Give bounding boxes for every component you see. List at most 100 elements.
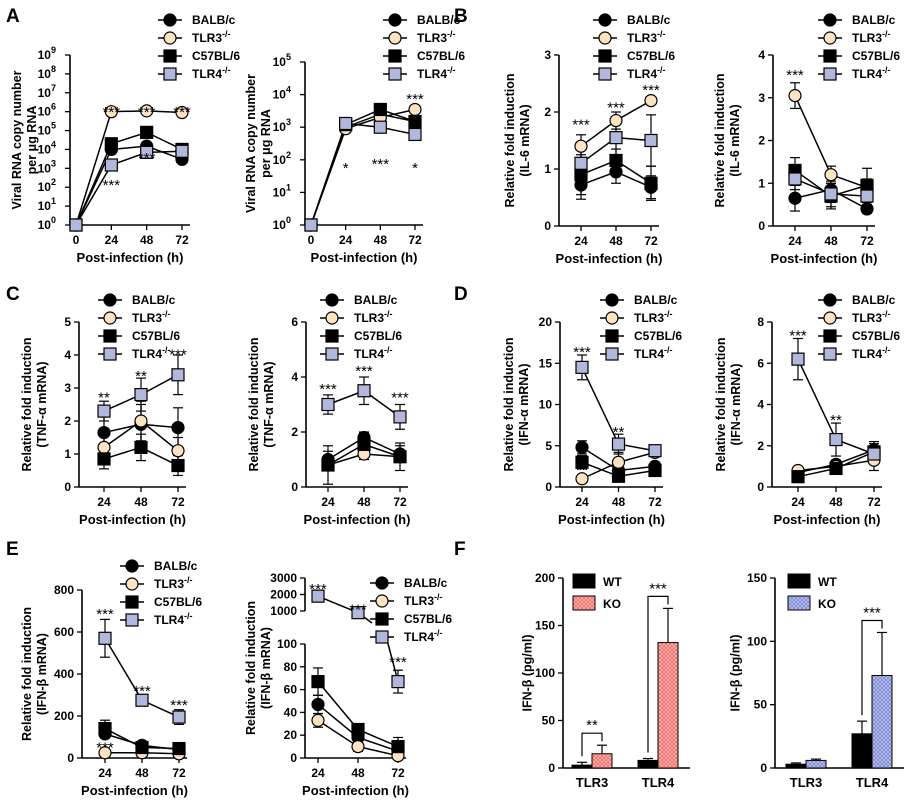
y-tick-label-e2: 100 [277, 637, 297, 651]
point-balb-c [860, 202, 874, 216]
significance-mark: ** [576, 462, 588, 479]
significance-mark: *** [573, 344, 591, 361]
x-axis-label-C: Post-infection (h) [79, 512, 186, 527]
legend-label-tlr4: TLR4-/- [417, 65, 456, 81]
legend-marker-balb-c [375, 576, 389, 590]
significance-mark: *** [642, 82, 660, 99]
legend-marker-c57bl-6 [375, 612, 389, 626]
legend-marker-tlr3 [125, 577, 139, 591]
legend-label-c57bl-6: C57BL/6 [132, 329, 180, 343]
panel-label-d: D [454, 284, 468, 305]
point-tlr4 [321, 397, 335, 412]
legend-marker-tlr4 [598, 67, 612, 81]
point-balb-c [788, 191, 802, 205]
point-tlr4 [134, 388, 148, 402]
point-c57bl-6 [140, 125, 154, 139]
point-tlr4 [104, 158, 118, 172]
bar-wt-tlr3 [785, 763, 807, 769]
point-c57bl-6 [609, 153, 623, 168]
point-tlr4 [339, 116, 353, 131]
point-balb-c [575, 440, 589, 454]
y-tick-label-D2: 2 [757, 439, 764, 453]
legend-label-tlr4: TLR4-/- [132, 345, 171, 361]
y-tick-label-B2: 2 [758, 134, 765, 148]
bar-ko-tlr3 [805, 759, 827, 769]
x-tick-label-D2: 24 [791, 495, 805, 509]
significance-mark: * [412, 160, 418, 177]
y-tick-label-A: 108 [38, 64, 56, 81]
point-c57bl-6 [574, 168, 588, 182]
point-tlr4 [791, 352, 805, 366]
point-tlr3 [574, 139, 588, 153]
x-axis-label-D: Post-infection (h) [558, 512, 665, 527]
point-tlr4 [609, 131, 623, 145]
point-c57bl-6 [791, 470, 805, 484]
series-line-tlr4 [75, 150, 183, 226]
series-line-balb-c [75, 145, 183, 226]
significance-mark: *** [103, 104, 121, 121]
significance-mark: *** [96, 739, 114, 756]
legend-label-tlr3: TLR3-/- [852, 29, 891, 45]
point-tlr3 [171, 444, 185, 458]
significance-mark: *** [96, 606, 114, 623]
point-c57bl-6 [393, 450, 407, 464]
y-tick-label-A: 107 [38, 83, 56, 100]
y-tick-label-E: 800 [54, 583, 74, 597]
y-tick-label-C2: 0 [291, 480, 298, 494]
y-tick-label-f2: 150 [747, 571, 767, 585]
y-axis-label-B: Relative fold induction(IL-6 mRNA) [503, 73, 532, 207]
significance-mark: *** [572, 116, 590, 133]
y-axis-label-f: IFN-β (pg/ml) [520, 634, 534, 711]
bar-ko-tlr4 [871, 675, 893, 769]
y-tick-label-e2: 0 [290, 751, 297, 765]
y-tick-label-D: 10 [539, 398, 553, 412]
y-tick-label-e2: 80 [284, 660, 298, 674]
point-balb-c [97, 425, 111, 440]
point-c57bl-6 [408, 114, 422, 129]
panel-label-c: C [6, 284, 20, 305]
point-c57bl-6 [97, 452, 111, 466]
y-tick-label-E: 400 [54, 667, 74, 681]
legend-marker-c57bl-6 [598, 49, 612, 63]
point-tlr4 [867, 447, 881, 461]
y-tick-label-E: 0 [67, 751, 74, 765]
x-tick-label-e2: 48 [351, 766, 365, 780]
legend-swatch-ko [572, 595, 596, 611]
legend-marker-tlr4 [605, 347, 619, 361]
x-axis-label-e2: Post-infection (h) [302, 783, 409, 798]
series-line-tlr3 [310, 108, 416, 226]
significance-mark: *** [649, 580, 667, 597]
legend-marker-c57bl-6 [823, 329, 837, 343]
significance-mark: *** [389, 654, 407, 671]
y-tick-label-D: 15 [539, 356, 553, 370]
point-c57bl-6 [134, 440, 148, 454]
y-axis-label-B2: Relative fold induction(IL-6 mRNA) [713, 73, 742, 207]
significance-mark: ** [98, 389, 110, 406]
y-tick-label-B2: 4 [758, 48, 765, 62]
chart-f: 0 50 100 150 200 IFN-β (pg/ml) TLR3 ** TLR4 *** WT… [520, 571, 690, 790]
y-axis-label-e2: Relative fold induction(IFN-β mRNA) [244, 601, 273, 735]
legend-label-tlr4: TLR4-/- [627, 65, 666, 81]
point-tlr4 [648, 444, 662, 458]
point-tlr4 [304, 218, 318, 232]
legend-marker-c57bl-6 [103, 329, 117, 343]
x-tick-label-E: 48 [135, 766, 149, 780]
series-line-c57bl-6 [310, 108, 416, 226]
legend-label-c57bl-6: C57BL/6 [852, 49, 900, 63]
y-tick-label-A: 109 [38, 45, 56, 62]
point-tlr4 [575, 360, 589, 374]
legend-label-c57bl-6: C57BL/6 [627, 49, 675, 63]
x-tick-label-D2: 48 [829, 495, 843, 509]
y-tick-label-A: 103 [38, 158, 56, 175]
legend-marker-tlr4 [823, 347, 837, 361]
x-tick-label-D2: 72 [867, 495, 881, 509]
legend-marker-tlr3 [823, 31, 837, 45]
panel-label-a: A [6, 6, 20, 27]
y-tick-label-e2: 2000 [270, 588, 297, 602]
x-tick-label-A: 48 [140, 233, 154, 247]
significance-mark: *** [170, 697, 188, 714]
legend-label-tlr3: TLR3-/- [627, 29, 666, 45]
point-c57bl-6 [351, 722, 365, 737]
x-axis-label-C2: Post-infection (h) [304, 512, 411, 527]
x-tick-label-C: 48 [134, 495, 148, 509]
